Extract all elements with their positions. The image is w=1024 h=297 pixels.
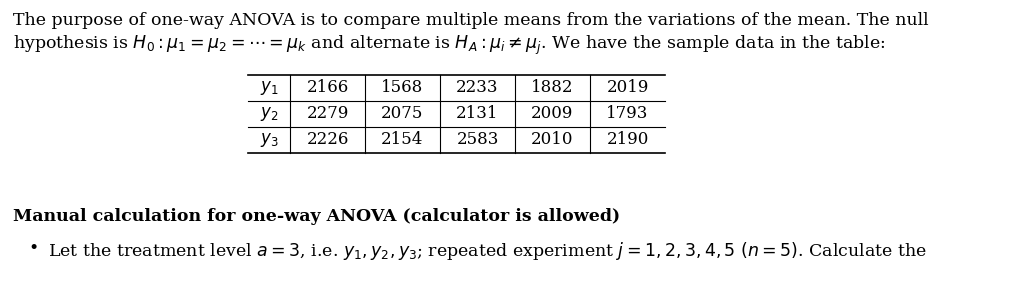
Text: Manual calculation for one-way ANOVA (calculator is allowed): Manual calculation for one-way ANOVA (ca… xyxy=(13,208,621,225)
Text: 2019: 2019 xyxy=(606,80,648,97)
Text: 2279: 2279 xyxy=(306,105,349,122)
Text: •: • xyxy=(28,240,38,257)
Text: 2166: 2166 xyxy=(306,80,348,97)
Text: 2131: 2131 xyxy=(457,105,499,122)
Text: $y_3$: $y_3$ xyxy=(260,131,279,149)
Text: 2233: 2233 xyxy=(457,80,499,97)
Text: 1568: 1568 xyxy=(381,80,424,97)
Text: 2010: 2010 xyxy=(531,132,573,148)
Text: 2154: 2154 xyxy=(381,132,424,148)
Text: 2075: 2075 xyxy=(381,105,424,122)
Text: Let the treatment level $a = 3$, i.e. $y_1, y_2, y_3$; repeated experiment $j = : Let the treatment level $a = 3$, i.e. $y… xyxy=(48,240,927,262)
Text: 2009: 2009 xyxy=(531,105,573,122)
Text: 2583: 2583 xyxy=(457,132,499,148)
Text: 1882: 1882 xyxy=(531,80,573,97)
Text: $y_1$: $y_1$ xyxy=(260,79,279,97)
Text: 2226: 2226 xyxy=(306,132,349,148)
Text: The purpose of one-way ANOVA is to compare multiple means from the variations of: The purpose of one-way ANOVA is to compa… xyxy=(13,12,929,29)
Text: 2190: 2190 xyxy=(606,132,648,148)
Text: hypothesis is $H_0 : \mu_1 = \mu_2 = \cdots = \mu_k$ and alternate is $H_A : \mu: hypothesis is $H_0 : \mu_1 = \mu_2 = \cd… xyxy=(13,34,886,57)
Text: $y_2$: $y_2$ xyxy=(260,105,279,123)
Text: 1793: 1793 xyxy=(606,105,648,122)
